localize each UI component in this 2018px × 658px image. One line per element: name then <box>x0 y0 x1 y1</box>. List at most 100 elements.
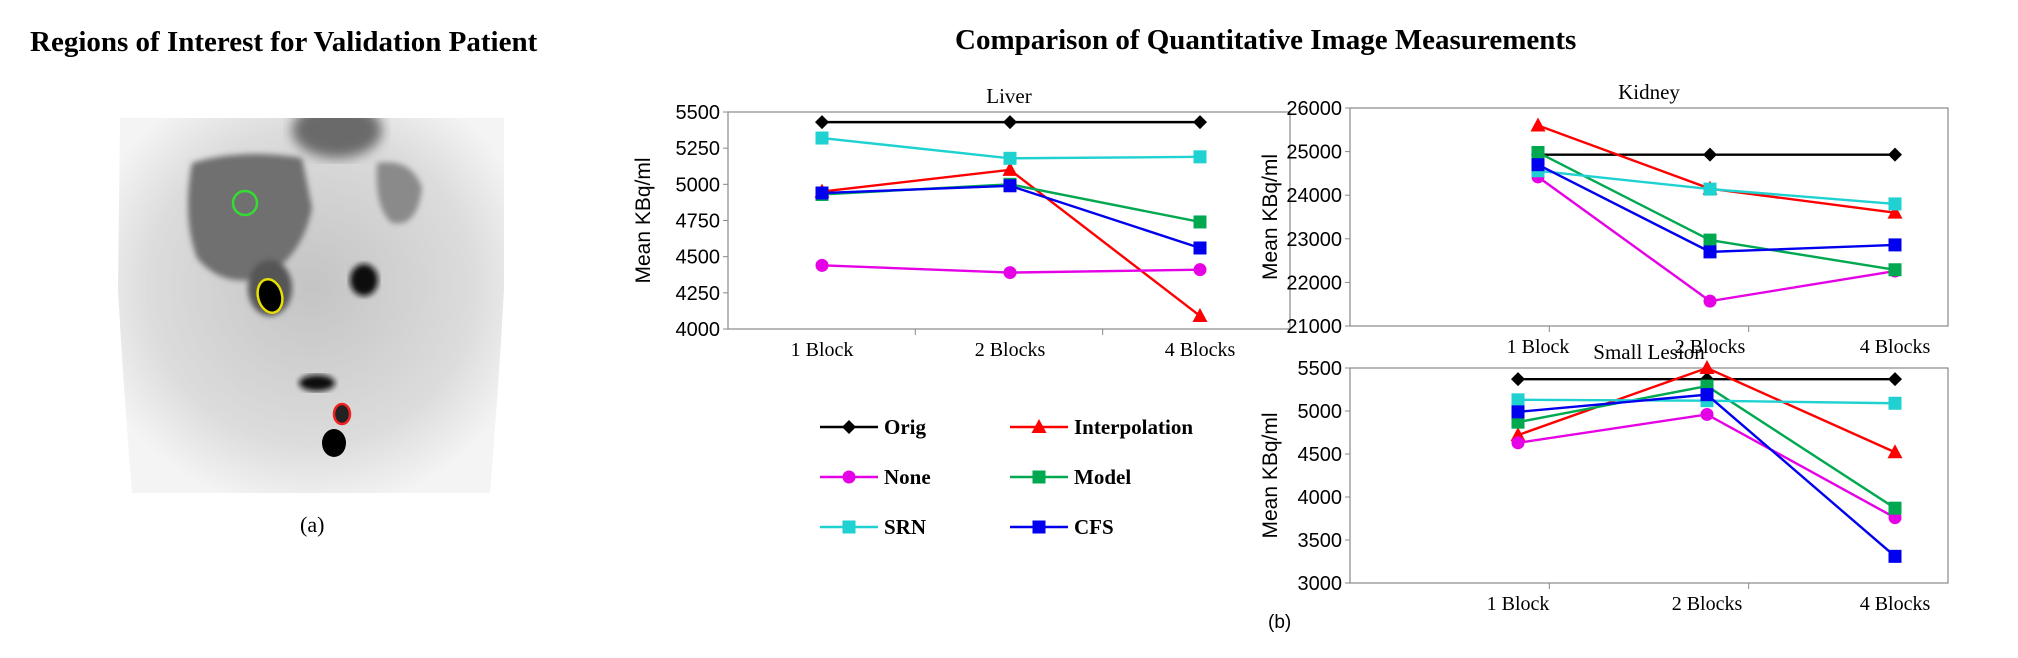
small-lesion-x-tick-label: 4 Blocks <box>1860 593 1931 615</box>
small-lesion-y-axis-label: Mean KBq/ml <box>1259 412 1282 538</box>
liver-point-interpolation <box>1192 307 1208 322</box>
small-lesion-chart: Small Lesion 3000 3500 4000 4500 5000 5500 1 Bl… <box>1259 340 1949 615</box>
caption-a: (a) <box>300 512 325 537</box>
legend-swatch-orig <box>820 420 878 434</box>
kidney-point-orig <box>1888 147 1902 162</box>
small-lesion-point-interpolation <box>1887 444 1903 459</box>
legend-swatch-model <box>1010 470 1068 484</box>
small-lesion-point-srn <box>1511 393 1525 407</box>
liver-point-orig <box>815 115 829 130</box>
kidney-y-tick-label: 26000 <box>1286 98 1342 120</box>
liver-point-orig <box>1193 115 1207 130</box>
kidney-chart-title: Kidney <box>1618 80 1680 104</box>
small-lesion-y-tick-label: 5000 <box>1298 401 1343 423</box>
legend-item-model: Model <box>1008 462 1131 492</box>
liver-point-orig <box>1003 115 1017 130</box>
small-lesion-point-srn <box>1888 396 1902 410</box>
liver-y-axis-label: Mean KBq/ml <box>632 157 655 283</box>
kidney-series-model <box>1531 145 1902 277</box>
small-lesion-point-cfs <box>1511 405 1525 419</box>
kidney-x-tick-label: 4 Blocks <box>1860 336 1931 358</box>
kidney-y-tick-label: 22000 <box>1286 272 1342 294</box>
kidney-point-cfs <box>1531 158 1545 172</box>
kidney-x-tick-label: 2 Blocks <box>1675 336 1746 358</box>
figure-a-title: Regions of Interest for Validation Patie… <box>30 26 538 58</box>
bladder-uptake <box>322 429 346 457</box>
legend-swatch-srn <box>820 520 878 534</box>
kidney-point-interpolation <box>1887 204 1903 219</box>
small-lesion-point-interpolation <box>1699 360 1715 374</box>
liver-chart-title: Liver <box>986 84 1031 108</box>
legend-label-cfs: CFS <box>1074 514 1114 539</box>
kidney-y-tick-label: 21000 <box>1286 316 1342 338</box>
legend-item-srn: SRN <box>818 512 926 542</box>
heart-uptake <box>292 118 382 158</box>
kidney-point-orig <box>1703 147 1717 162</box>
small-lesion-series-none <box>1511 407 1902 525</box>
kidney-point-srn <box>1888 197 1902 211</box>
liver-y-tick-label: 4000 <box>676 319 721 341</box>
liver-point-srn <box>1193 150 1207 164</box>
liver-point-srn <box>1003 151 1017 165</box>
liver-point-interpolation <box>1002 161 1018 176</box>
liver-series-none <box>815 258 1207 280</box>
liver-series-cfs <box>815 179 1207 255</box>
bowel-uptake <box>299 375 335 391</box>
small-lesion-x-tick-label: 2 Blocks <box>1672 593 1743 615</box>
kidney-roi-ellipse <box>256 278 284 314</box>
legend-swatch-interpolation <box>1010 419 1068 433</box>
liver-y-tick-label: 5250 <box>676 138 721 160</box>
legend-swatch-none <box>820 470 878 484</box>
pet-scan-image <box>112 118 512 493</box>
small-lesion-x-tick-label: 1 Block <box>1487 593 1550 615</box>
kidney-point-cfs <box>1888 238 1902 252</box>
small-lesion-series-cfs <box>1511 388 1902 563</box>
figure-b-title: Comparison of Quantitative Image Measure… <box>955 24 1577 56</box>
liver-roi-circle <box>231 189 259 217</box>
kidney-point-model <box>1888 263 1902 277</box>
kidney-y-tick-label: 23000 <box>1286 229 1342 251</box>
liver-y-tick-label: 4750 <box>676 211 721 233</box>
legend-item-orig: Orig <box>818 412 926 442</box>
kidney-point-model <box>1703 233 1717 247</box>
small-lesion-point-orig <box>1888 372 1902 387</box>
kidney-series-orig <box>1531 147 1902 162</box>
liver-y-tick-label: 5000 <box>676 174 721 196</box>
small-lesion-point-cfs <box>1888 549 1902 563</box>
liver-y-tick-label: 4500 <box>676 247 721 269</box>
legend-item-cfs: CFS <box>1008 512 1114 542</box>
chart-legend: Orig Interpolation None Model SRN CFS <box>818 412 1238 562</box>
kidney-plot-frame <box>1349 107 1949 327</box>
small-lesion-point-none <box>1700 407 1714 421</box>
legend-marker-interpolation <box>1031 419 1047 433</box>
kidney-y-axis-label: Mean KBq/ml <box>1259 154 1282 280</box>
legend-label-orig: Orig <box>884 414 926 439</box>
liver-line-cfs <box>821 184 1201 250</box>
liver-point-none <box>815 258 829 272</box>
legend-marker-none <box>842 470 856 484</box>
small-lesion-line-none <box>1517 413 1896 519</box>
right-kidney-uptake <box>350 264 378 296</box>
small-lesion-y-tick-label: 3000 <box>1298 573 1343 595</box>
small-lesion-y-tick-label: 4000 <box>1298 487 1343 509</box>
liver-point-cfs <box>815 186 829 200</box>
legend-marker-srn <box>842 520 856 534</box>
caption-b: (b) <box>1268 612 1292 633</box>
liver-point-none <box>1193 263 1207 277</box>
liver-point-cfs <box>1193 241 1207 255</box>
liver-uptake <box>188 154 312 281</box>
liver-point-srn <box>815 131 829 145</box>
legend-label-model: Model <box>1074 464 1132 489</box>
legend-item-none: None <box>818 462 931 492</box>
liver-x-tick-label: 2 Blocks <box>975 339 1046 361</box>
kidney-point-model <box>1531 145 1545 159</box>
kidney-series-interpolation <box>1530 117 1903 219</box>
small-lesion-point-orig <box>1511 372 1525 387</box>
liver-x-tick-label: 4 Blocks <box>1165 339 1236 361</box>
small-lesion-plot-frame <box>1349 367 1949 584</box>
liver-point-model <box>1193 215 1207 229</box>
liver-y-tick-label: 4250 <box>676 283 721 305</box>
small-lesion-y-tick-label: 3500 <box>1298 530 1343 552</box>
legend-marker-cfs <box>1032 520 1046 534</box>
